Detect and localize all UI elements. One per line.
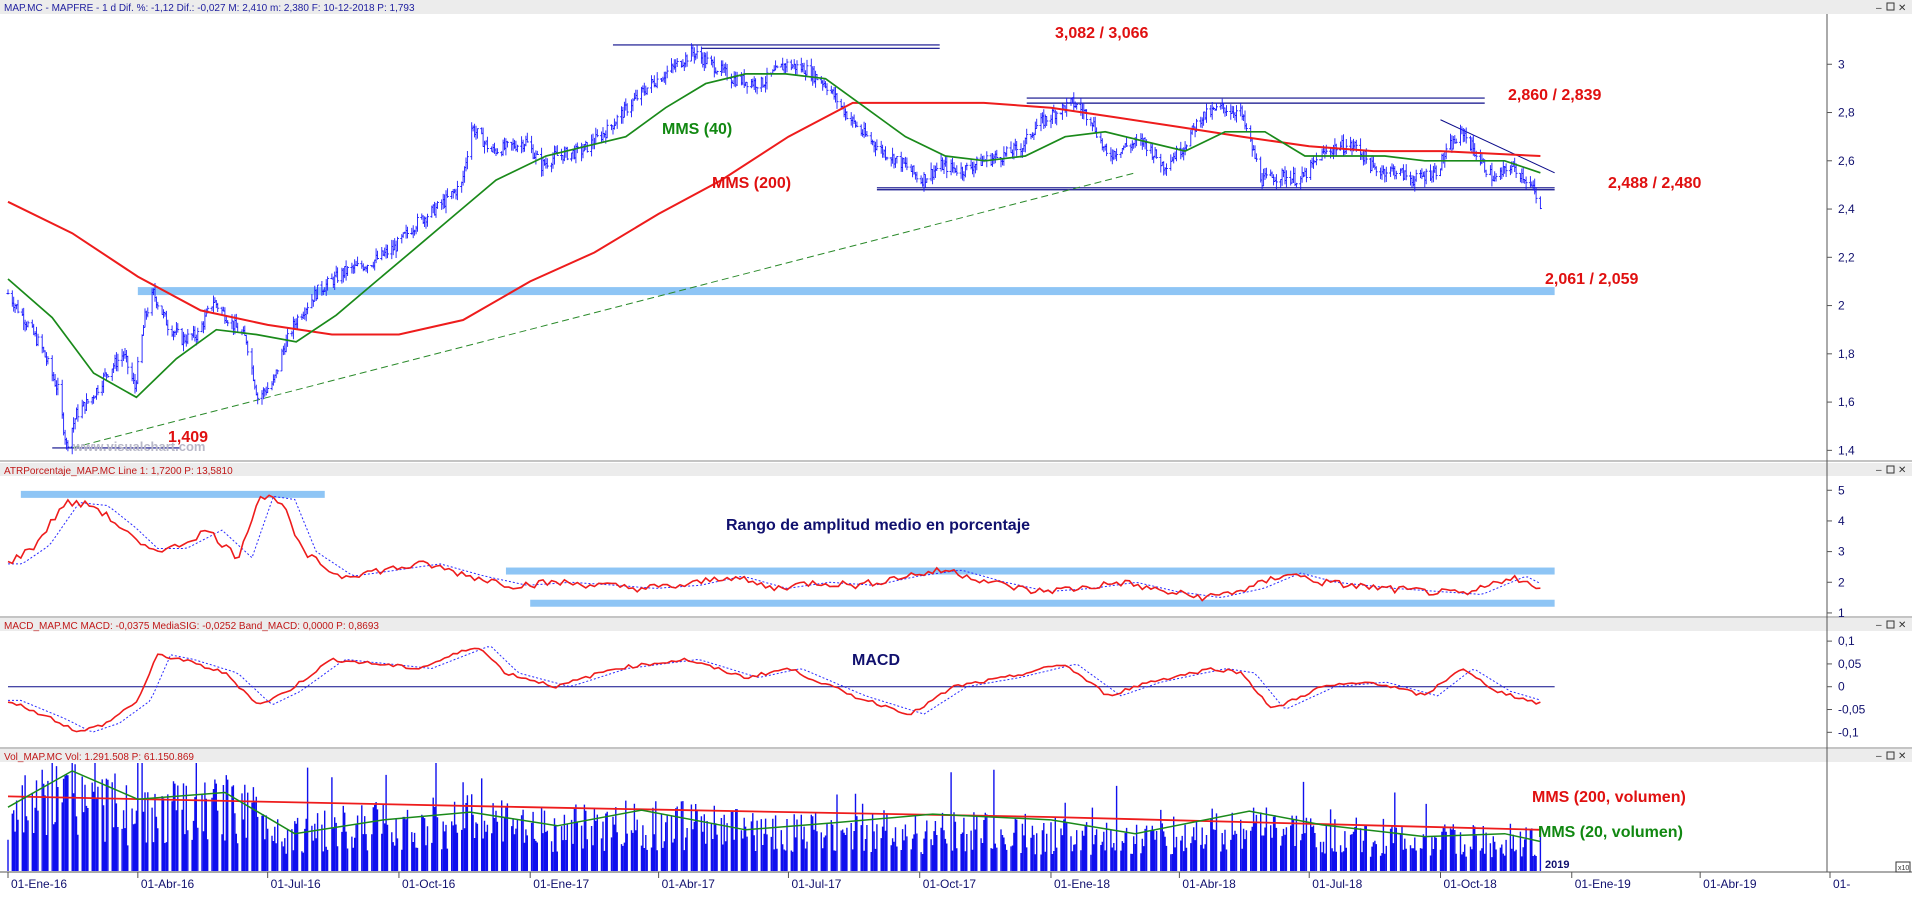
close-icon[interactable]: ✕ bbox=[1898, 620, 1906, 631]
price-tick-label: 3 bbox=[1838, 57, 1845, 71]
volume-sma20-annotation: MMS (20, volumen) bbox=[1538, 824, 1683, 841]
close-icon[interactable]: ✕ bbox=[1898, 3, 1906, 14]
date-tick-label: 01-Ene-19 bbox=[1575, 877, 1631, 891]
atr-tick-label: 4 bbox=[1838, 514, 1845, 528]
date-tick-label: 01-Abr-17 bbox=[662, 877, 716, 891]
date-tick-label: 01-Abr-19 bbox=[1703, 877, 1757, 891]
volume-header-bar bbox=[0, 749, 1912, 762]
macd-tick-label: 0,1 bbox=[1838, 634, 1855, 648]
date-tick-label: 01-Ene-17 bbox=[533, 877, 589, 891]
minimize-icon[interactable]: – bbox=[1876, 465, 1882, 476]
date-tick-label: 01-Oct-18 bbox=[1443, 877, 1497, 891]
atr-tick-label: 2 bbox=[1838, 575, 1845, 589]
minimize-icon[interactable]: – bbox=[1876, 751, 1882, 762]
sma200-annotation: MMS (200) bbox=[712, 175, 791, 192]
level-mid-label: 2,860 / 2,839 bbox=[1508, 87, 1602, 104]
atr-header-bar bbox=[0, 463, 1912, 476]
macd-tick-label: -0,05 bbox=[1838, 703, 1866, 717]
date-tick-label: 01-Oct-17 bbox=[923, 877, 977, 891]
price-tick-label: 2 bbox=[1838, 299, 1845, 313]
sma40-annotation: MMS (40) bbox=[662, 121, 732, 138]
price-tick-label: 2,4 bbox=[1838, 202, 1855, 216]
level-band-label: 2,061 / 2,059 bbox=[1545, 271, 1639, 288]
date-tick-label: 01-Oct-16 bbox=[402, 877, 456, 891]
level-low-label: 1,409 bbox=[168, 429, 208, 446]
date-tick-label: 01-Jul-17 bbox=[791, 877, 841, 891]
date-tick-label: 01-Abr-18 bbox=[1182, 877, 1236, 891]
level-top-label: 3,082 / 3,066 bbox=[1055, 25, 1149, 42]
macd-tick-label: 0,05 bbox=[1838, 657, 1862, 671]
date-tick-label: 01-Jul-18 bbox=[1312, 877, 1362, 891]
date-tick-label: 01-Jul-16 bbox=[271, 877, 321, 891]
atr-band bbox=[530, 600, 1554, 607]
price-tick-label: 1,8 bbox=[1838, 347, 1855, 361]
price-header-text: MAP.MC - MAPFRE - 1 d Dif. %: -1,12 Dif.… bbox=[4, 3, 415, 14]
date-tick-label: 01-Ene-18 bbox=[1054, 877, 1110, 891]
date-tick-label: 01-Abr-16 bbox=[141, 877, 195, 891]
price-tick-label: 2,2 bbox=[1838, 250, 1855, 264]
volume-header-text: Vol_MAP.MC Vol: 1.291.508 P: 61.150.869 bbox=[4, 752, 194, 763]
minimize-icon[interactable]: – bbox=[1876, 3, 1882, 14]
atr-tick-label: 5 bbox=[1838, 483, 1845, 497]
close-icon[interactable]: ✕ bbox=[1898, 751, 1906, 762]
atr-title-annotation: Rango de amplitud medio en porcentaje bbox=[726, 517, 1030, 534]
minimize-icon[interactable]: – bbox=[1876, 620, 1882, 631]
volume-sma200-annotation: MMS (200, volumen) bbox=[1532, 789, 1686, 806]
macd-tick-label: -0,1 bbox=[1838, 725, 1859, 739]
corner-scale-label: x10 bbox=[1898, 865, 1909, 872]
atr-band bbox=[506, 568, 1555, 575]
date-tick-label: 01- bbox=[1833, 877, 1850, 891]
atr-tick-label: 3 bbox=[1838, 545, 1845, 559]
price-tick-label: 2,6 bbox=[1838, 154, 1855, 168]
support-band-2061 bbox=[138, 287, 1555, 295]
macd-tick-label: 0 bbox=[1838, 680, 1845, 694]
year-label: 2019 bbox=[1545, 859, 1569, 871]
date-tick-label: 01-Ene-16 bbox=[11, 877, 67, 891]
price-tick-label: 2,8 bbox=[1838, 106, 1855, 120]
price-tick-label: 1,4 bbox=[1838, 443, 1855, 457]
macd-title-annotation: MACD bbox=[852, 652, 900, 669]
atr-header-text: ATRPorcentaje_MAP.MC Line 1: 1,7200 P: 1… bbox=[4, 466, 233, 477]
macd-header-text: MACD_MAP.MC MACD: -0,0375 MediaSIG: -0,0… bbox=[4, 621, 379, 632]
level-support-label: 2,488 / 2,480 bbox=[1608, 175, 1702, 192]
atr-tick-label: 1 bbox=[1838, 606, 1845, 620]
close-icon[interactable]: ✕ bbox=[1898, 465, 1906, 476]
price-tick-label: 1,6 bbox=[1838, 395, 1855, 409]
